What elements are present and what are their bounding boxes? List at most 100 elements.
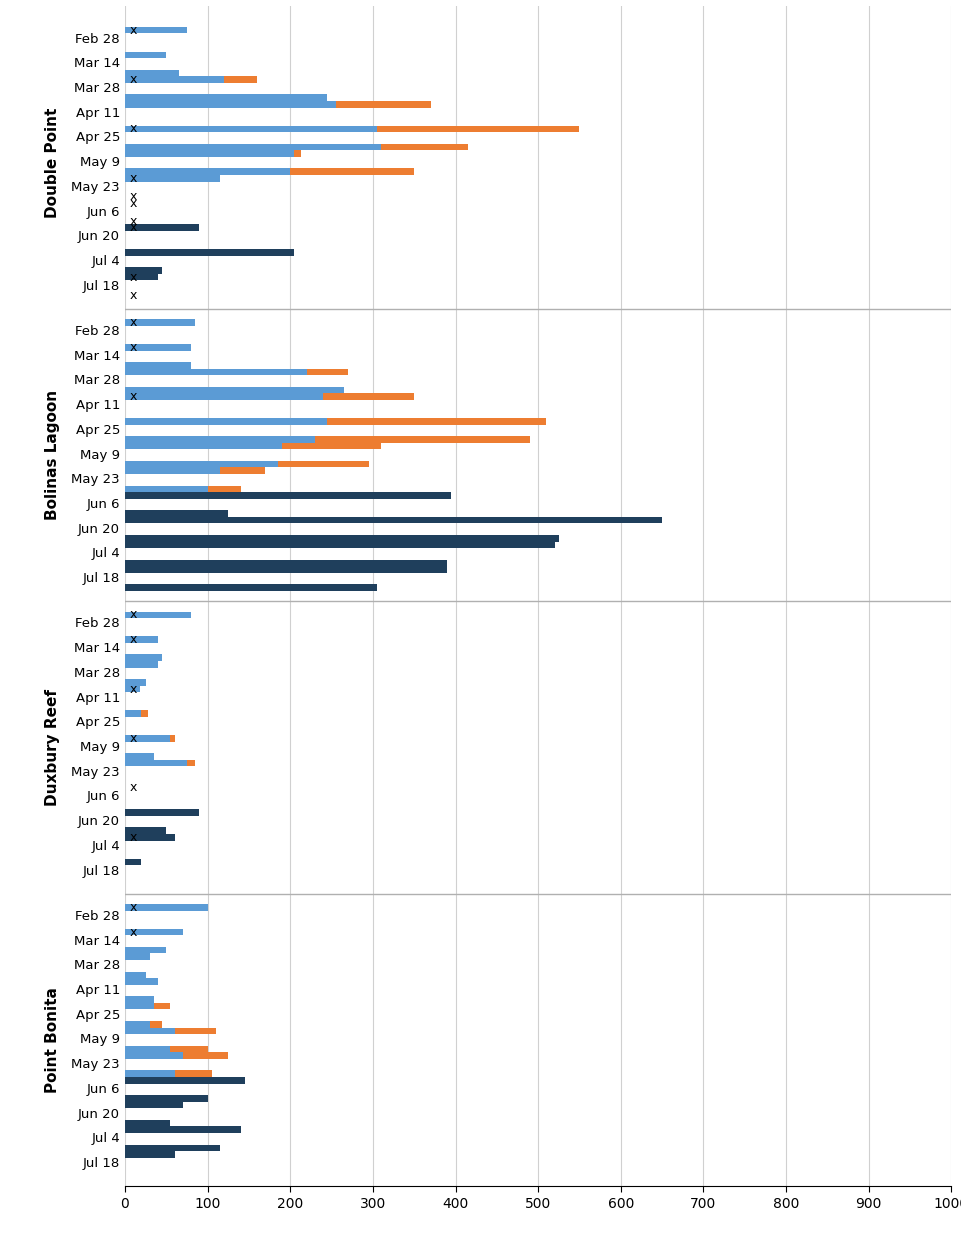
Bar [125,344,191,350]
Bar [154,1002,170,1010]
Text: x: x [130,340,137,354]
Bar [125,125,377,132]
Bar [125,686,139,692]
Bar [175,1071,211,1077]
Bar [125,535,559,542]
Text: Mar 28: Mar 28 [74,375,120,388]
Bar [125,361,191,369]
Bar [335,101,431,108]
Bar [125,954,150,960]
Bar [125,1002,154,1010]
Bar [187,760,195,766]
Text: Duxbury Reef: Duxbury Reef [45,689,60,806]
Bar [125,904,208,910]
Bar [125,150,294,156]
Text: Point Bonita: Point Bonita [45,987,60,1093]
Bar [125,51,166,58]
Bar [125,94,328,101]
Bar [278,461,369,467]
Bar [125,1145,220,1151]
Bar [150,1021,162,1027]
Text: May 9: May 9 [80,741,120,754]
Bar [224,76,258,83]
Bar [125,833,175,841]
Text: Jun 20: Jun 20 [78,230,120,243]
Bar [307,369,348,375]
Text: Feb 28: Feb 28 [75,910,120,923]
Bar [125,1102,183,1108]
Bar [125,1095,208,1102]
Text: x: x [130,24,137,36]
Text: x: x [130,73,137,86]
Text: Apr 25: Apr 25 [76,424,120,437]
Text: Jun 6: Jun 6 [86,790,120,804]
Bar [125,655,162,661]
Bar [125,319,195,325]
Bar [125,679,146,686]
Bar [170,1046,208,1052]
Text: Jul 4: Jul 4 [91,1133,120,1145]
Text: May 9: May 9 [80,156,120,169]
Bar [125,1120,170,1126]
Bar [183,1052,229,1059]
Bar [125,175,220,181]
Text: May 9: May 9 [80,1033,120,1047]
Bar [125,386,344,394]
Text: Jul 18: Jul 18 [83,279,120,293]
Text: x: x [130,781,137,795]
Bar [125,492,452,499]
Text: x: x [130,831,137,843]
Bar [125,101,335,108]
Text: Feb 28: Feb 28 [75,32,120,46]
Text: May 23: May 23 [71,181,120,194]
Bar [170,735,175,741]
Bar [125,27,187,34]
Text: Jun 20: Jun 20 [78,815,120,828]
Text: May 9: May 9 [80,448,120,462]
Bar [125,710,141,717]
Bar [125,461,278,467]
Bar [125,585,377,591]
Text: x: x [130,221,137,235]
Bar [125,274,158,281]
Text: Mar 28: Mar 28 [74,959,120,972]
Text: x: x [130,900,137,914]
Bar [125,267,162,274]
Bar [125,70,179,76]
Text: x: x [130,123,137,135]
Bar [125,144,382,150]
Bar [315,436,530,442]
Text: Apr 25: Apr 25 [76,717,120,729]
Bar [282,442,382,450]
Bar [125,827,166,833]
Text: Mar 14: Mar 14 [74,642,120,656]
Text: Feb 28: Feb 28 [75,617,120,631]
Text: Mar 14: Mar 14 [74,350,120,363]
Text: Jul 4: Jul 4 [91,548,120,560]
Bar [208,486,240,492]
Bar [125,1071,175,1077]
Bar [125,467,220,474]
Text: Jul 4: Jul 4 [91,255,120,268]
Text: x: x [130,609,137,621]
Bar [220,467,265,474]
Text: Jul 18: Jul 18 [83,864,120,878]
Bar [125,979,158,985]
Text: Jun 6: Jun 6 [86,206,120,219]
Bar [125,1151,175,1158]
Bar [125,517,662,523]
Text: Apr 25: Apr 25 [76,1009,120,1022]
Text: May 23: May 23 [71,473,120,487]
Text: Bolinas Lagoon: Bolinas Lagoon [45,390,60,520]
Text: Apr 11: Apr 11 [76,692,120,704]
Text: x: x [130,215,137,227]
Text: Mar 28: Mar 28 [74,667,120,679]
Bar [294,150,301,156]
Text: x: x [130,925,137,939]
Text: x: x [130,732,137,745]
Bar [125,1052,183,1059]
Bar [125,510,229,517]
Text: x: x [130,271,137,283]
Text: May 23: May 23 [71,1058,120,1071]
Text: x: x [130,190,137,202]
